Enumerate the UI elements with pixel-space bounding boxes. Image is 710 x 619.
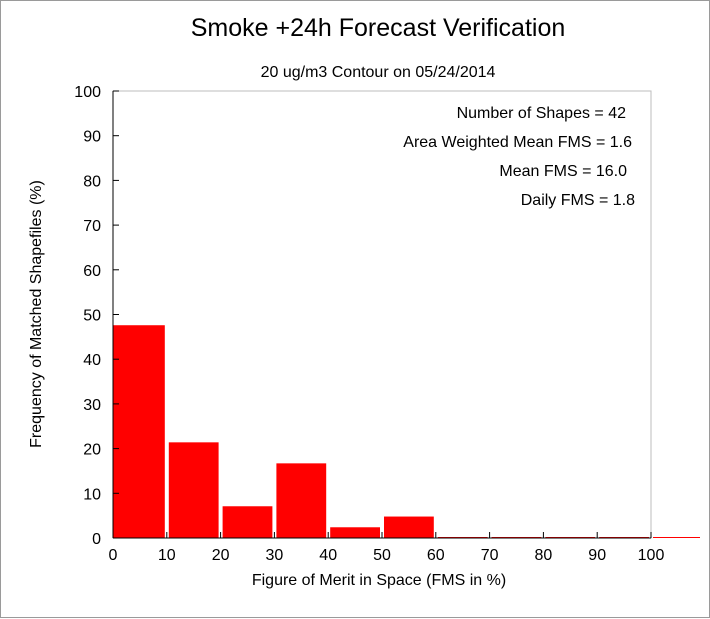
x-tick-label: 30 — [266, 547, 284, 564]
x-tick-label: 100 — [638, 547, 665, 564]
y-axis-label: Frequency of Matched Shapefiles (%) — [28, 180, 45, 448]
y-tick-label: 60 — [83, 263, 101, 280]
x-axis-label: Figure of Merit in Space (FMS in %) — [252, 572, 506, 589]
y-tick-label: 50 — [83, 308, 101, 325]
y-tick-label: 40 — [83, 352, 101, 369]
y-tick-label: 70 — [83, 218, 101, 235]
x-tick-label: 0 — [109, 547, 118, 564]
y-tick-label: 20 — [83, 442, 101, 459]
y-tick-label: 30 — [83, 397, 101, 414]
histogram-bar — [113, 325, 165, 538]
x-tick-label: 80 — [535, 547, 553, 564]
x-tick-label: 60 — [427, 547, 445, 564]
histogram-bar — [330, 527, 380, 538]
stats-annotation: Daily FMS = 1.8 — [521, 192, 635, 209]
x-tick-label: 70 — [481, 547, 499, 564]
y-tick-label: 100 — [74, 84, 101, 101]
x-tick-label: 40 — [319, 547, 337, 564]
x-tick-label: 20 — [212, 547, 230, 564]
bars-layer — [113, 325, 700, 538]
stats-annotation: Mean FMS = 16.0 — [499, 163, 627, 180]
histogram-bar — [222, 506, 273, 538]
histogram-bar — [168, 442, 219, 538]
y-tick-label: 90 — [83, 129, 101, 146]
x-tick-label: 10 — [158, 547, 176, 564]
histogram-bar — [653, 537, 700, 538]
annotations-layer: Number of Shapes = 42 Area Weighted Mean … — [403, 105, 635, 209]
ticks-layer: 0 10 20 30 40 50 60 70 80 90 100 0 10 20 30 40 50 60 70 80 9… — [74, 84, 664, 564]
histogram-bar — [276, 463, 327, 538]
histogram-bar — [384, 516, 434, 538]
chart-subtitle: 20 ug/m3 Contour on 05/24/2014 — [261, 64, 496, 81]
x-tick-label: 90 — [588, 547, 606, 564]
stats-annotation: Number of Shapes = 42 — [457, 105, 627, 122]
y-tick-label: 0 — [92, 531, 101, 548]
stats-annotation: Area Weighted Mean FMS = 1.6 — [403, 134, 632, 151]
x-tick-label: 50 — [373, 547, 391, 564]
y-tick-label: 10 — [83, 486, 101, 503]
chart-title: Smoke +24h Forecast Verification — [191, 14, 566, 42]
y-tick-label: 80 — [83, 173, 101, 190]
